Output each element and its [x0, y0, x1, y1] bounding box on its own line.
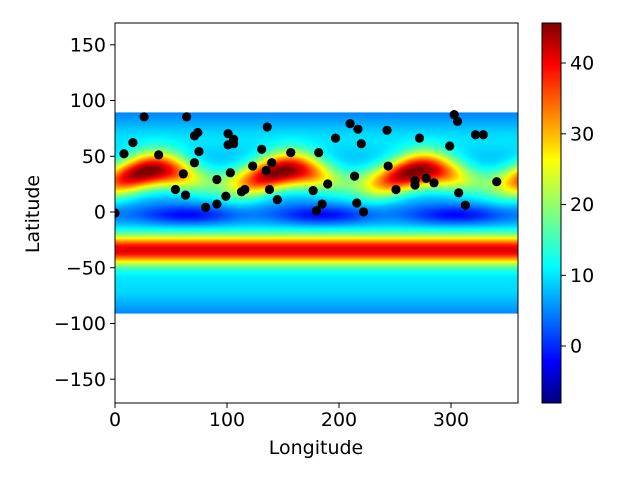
y-axis: 150 100 50 0 −50 −100 −150 Latitude [22, 35, 115, 391]
scatter-point [317, 199, 327, 209]
scatter-point [452, 116, 463, 126]
colorbar-tick-label: 20 [570, 194, 594, 216]
scatter-point [257, 144, 267, 154]
scatter-point [221, 191, 231, 201]
scatter-point [119, 149, 129, 159]
y-tick-label: 0 [94, 202, 106, 224]
scatter-point [414, 133, 425, 143]
colorbar-tick-label: 30 [570, 124, 594, 146]
y-tick-label: −150 [54, 369, 106, 391]
scatter-point [349, 171, 360, 181]
scatter-point [353, 124, 363, 134]
scatter-point [212, 199, 222, 209]
scatter-point [248, 161, 258, 171]
y-tick-label: 150 [70, 35, 106, 57]
y-tick-label: −50 [66, 257, 106, 279]
scatter-point [478, 130, 488, 140]
scatter-point [170, 184, 181, 195]
x-axis: 0 100 200 300 Longitude [109, 403, 469, 459]
y-tick-label: 100 [70, 90, 106, 112]
scatter-point [410, 180, 420, 190]
scatter-point [264, 184, 275, 195]
scatter-points [115, 110, 502, 218]
scatter-point [267, 158, 277, 168]
scatter-point [383, 161, 393, 171]
scatter-point [189, 158, 200, 168]
x-axis-label: Longitude [269, 437, 364, 459]
scatter-point [286, 148, 296, 158]
scatter-point [314, 148, 324, 158]
scatter-point [128, 137, 138, 148]
scatter-point [223, 129, 233, 139]
colorbar-tick-label: 0 [570, 336, 582, 358]
colorbar-tick-label: 40 [570, 53, 594, 75]
x-tick-label: 100 [209, 409, 245, 431]
scatter-point [356, 139, 366, 149]
scatter-point [323, 179, 333, 189]
scatter-point [229, 134, 239, 144]
scatter-point [154, 150, 164, 160]
scatter-point [421, 173, 431, 183]
scatter-point [470, 130, 481, 140]
scatter-point [178, 169, 188, 179]
x-tick-label: 200 [321, 409, 357, 431]
scatter-point [311, 206, 322, 216]
scatter-point [180, 190, 191, 200]
scatter-point [139, 112, 149, 122]
scatter-point [445, 141, 455, 151]
scatter-point [391, 184, 401, 195]
colorbar-gradient [541, 22, 562, 404]
colorbar: 0 10 20 30 40 [541, 22, 594, 404]
scatter-point [262, 122, 272, 132]
scatter-point [330, 133, 341, 143]
scatter-point [460, 200, 470, 210]
y-tick-label: −100 [54, 313, 106, 335]
scatter-point [308, 186, 318, 196]
scatter-point [193, 127, 203, 138]
scatter-point [358, 207, 369, 217]
scatter-point [352, 198, 362, 208]
colorbar-tick-label: 10 [570, 265, 594, 287]
scatter-point [429, 178, 439, 188]
x-tick-label: 300 [433, 409, 469, 431]
scatter-point [382, 125, 392, 135]
scatter-point [201, 202, 211, 213]
plot-frame [114, 22, 519, 404]
scatter-point [225, 168, 235, 178]
scatter-point [212, 174, 222, 185]
y-axis-label: Latitude [22, 175, 44, 253]
scatter-point [182, 112, 192, 122]
x-tick-label: 0 [109, 409, 121, 431]
y-tick-label: 50 [82, 146, 106, 168]
scatter-point [194, 146, 204, 157]
scatter-point [454, 188, 464, 198]
scatter-point [261, 165, 271, 176]
scatter-point [115, 208, 120, 218]
scatter-point [345, 118, 355, 129]
scatter-point [272, 194, 282, 205]
scatter-point [492, 177, 502, 187]
scatter-point [240, 184, 250, 195]
